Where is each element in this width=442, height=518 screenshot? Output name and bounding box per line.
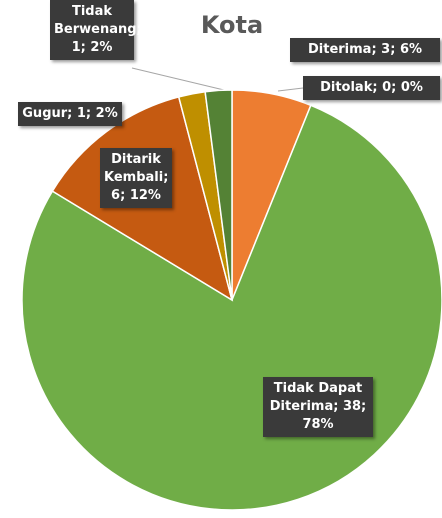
data-label: Ditarik Kembali; 6; 12%: [100, 148, 172, 208]
leader-line: [131, 67, 225, 91]
data-label: Ditolak; 0; 0%: [303, 76, 440, 100]
data-label: Gugur; 1; 2%: [18, 102, 122, 126]
data-label: Tidak Berwenang; 1; 2%: [50, 0, 142, 60]
leader-line: [277, 87, 304, 92]
data-label: Diterima; 3; 6%: [290, 38, 440, 62]
data-label: Tidak Dapat Diterima; 38; 78%: [263, 377, 373, 437]
pie-slice: [204, 89, 233, 301]
chart-title: Kota: [201, 11, 263, 39]
